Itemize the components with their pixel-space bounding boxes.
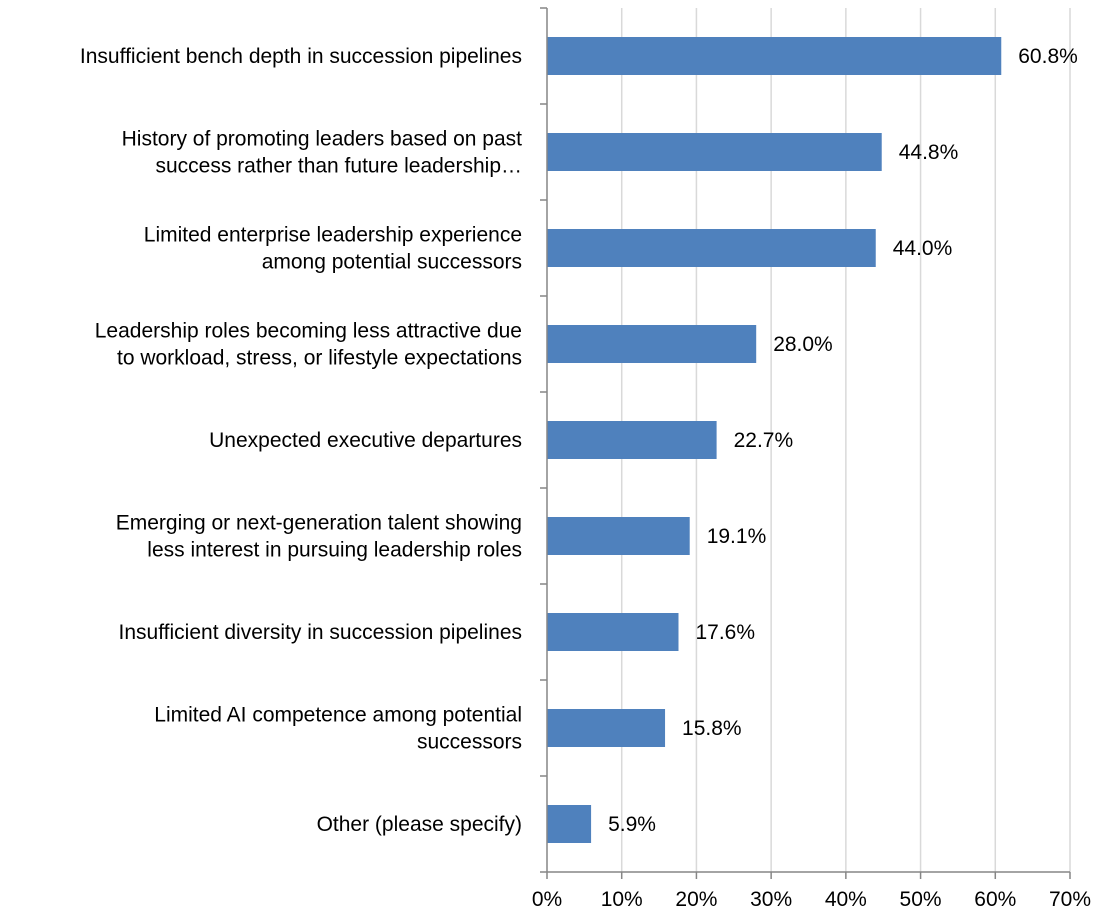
category-label-line: to workload, stress, or lifestyle expect… [117, 347, 522, 370]
category-label: Emerging or next-generation talent showi… [116, 512, 522, 562]
data-label: 28.0% [773, 333, 833, 356]
category-label: Limited enterprise leadership experience… [144, 224, 522, 274]
bar [547, 805, 592, 843]
data-label: 44.0% [893, 237, 953, 260]
bar [547, 133, 882, 171]
category-label-line: Limited AI competence among potential [154, 704, 522, 727]
data-label: 44.8% [899, 141, 959, 164]
data-label: 15.8% [682, 717, 742, 740]
category-label: History of promoting leaders based on pa… [122, 128, 523, 178]
data-label: 17.6% [695, 621, 755, 644]
axes [540, 7, 1071, 879]
x-tick-label: 40% [825, 888, 867, 911]
category-label-line: Emerging or next-generation talent showi… [116, 512, 522, 535]
x-tick-label: 20% [675, 888, 717, 911]
bar [547, 613, 679, 651]
bar [547, 229, 876, 267]
category-label-line: less interest in pursuing leadership rol… [147, 539, 522, 562]
x-tick-label: 50% [900, 888, 942, 911]
category-label-line: Insufficient bench depth in succession p… [80, 45, 522, 68]
category-label-line: History of promoting leaders based on pa… [122, 128, 523, 151]
category-label-line: Unexpected executive departures [209, 429, 522, 452]
category-label: Insufficient diversity in succession pip… [119, 621, 522, 644]
x-tick-label: 0% [532, 888, 562, 911]
x-tick-label: 10% [601, 888, 643, 911]
data-label: 5.9% [608, 813, 656, 836]
category-label: Other (please specify) [317, 813, 522, 836]
bar [547, 37, 1002, 75]
x-tick-label: 60% [974, 888, 1016, 911]
category-label-line: successors [417, 731, 522, 754]
bar [547, 709, 666, 747]
bar [547, 517, 690, 555]
category-label-line: Leadership roles becoming less attractiv… [95, 320, 522, 343]
bar [547, 421, 717, 459]
bars [547, 37, 1002, 843]
category-label-line: Insufficient diversity in succession pip… [119, 621, 522, 644]
category-label: Insufficient bench depth in succession p… [80, 45, 522, 68]
category-label-line: Limited enterprise leadership experience [144, 224, 522, 247]
data-label: 19.1% [707, 525, 767, 548]
category-label-line: success rather than future leadership… [155, 155, 522, 178]
bar [547, 325, 757, 363]
category-label: Unexpected executive departures [209, 429, 522, 452]
data-label: 60.8% [1018, 45, 1078, 68]
category-label: Leadership roles becoming less attractiv… [95, 320, 522, 370]
category-label: Limited AI competence among potential suc… [154, 704, 522, 754]
x-tick-label: 70% [1049, 888, 1091, 911]
category-label-line: Other (please specify) [317, 813, 522, 836]
data-label: 22.7% [734, 429, 794, 452]
labels: 0% 10% 20% 30% 40% 50% 60% 70% 60.8% Insufficient… [80, 45, 1091, 911]
category-label-line: among potential successors [262, 251, 522, 274]
x-tick-label: 30% [750, 888, 792, 911]
